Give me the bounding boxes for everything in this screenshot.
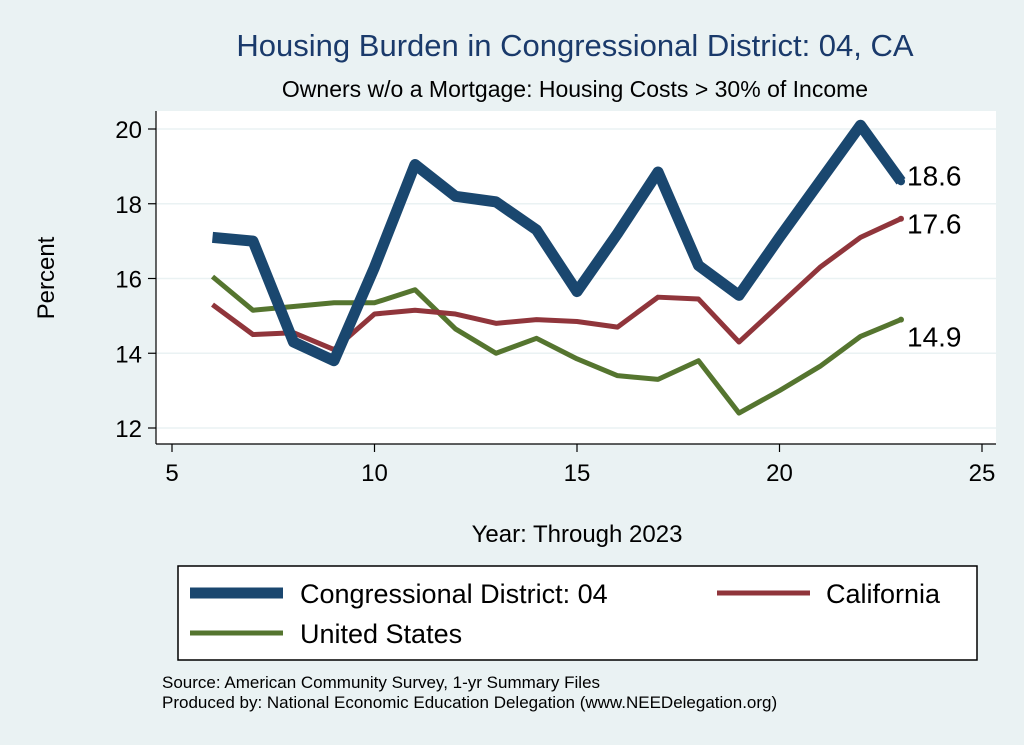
series-lines — [210, 119, 906, 416]
x-axis: 5 10 15 20 25 — [156, 443, 996, 487]
y-tick-label: 18 — [115, 192, 142, 219]
end-label-cd04: 18.6 — [907, 160, 962, 191]
plot-area — [156, 111, 996, 444]
x-tick-label: 20 — [766, 460, 793, 487]
series-line-california — [211, 216, 903, 353]
source-note: Source: American Community Survey, 1-yr … — [162, 673, 600, 692]
y-tick-label: 20 — [115, 117, 142, 144]
x-tick-label: 15 — [564, 460, 591, 487]
x-axis-title: Year: Through 2023 — [472, 521, 683, 548]
x-tick-label: 5 — [165, 460, 178, 487]
end-label-united-states: 14.9 — [907, 322, 962, 353]
series-line-cd04 — [211, 119, 906, 367]
legend: Congressional District: 04 California Un… — [177, 565, 978, 661]
chart-title: Housing Burden in Congressional District… — [236, 28, 913, 63]
y-tick-label: 12 — [115, 416, 142, 443]
y-axis: 12 14 16 18 20 — [115, 111, 157, 444]
legend-box — [177, 565, 978, 661]
legend-label-united-states: United States — [300, 619, 462, 649]
producer-note: Produced by: National Economic Education… — [162, 693, 777, 712]
legend-label-cd04: Congressional District: 04 — [300, 579, 608, 609]
series-end-marker-cd04 — [897, 177, 905, 186]
y-tick-label: 14 — [115, 341, 142, 368]
end-label-california: 17.6 — [907, 209, 962, 240]
series-line-united-states — [210, 274, 902, 416]
end-labels: 18.6 17.6 14.9 — [907, 160, 962, 352]
series-end-marker-united-states — [898, 316, 904, 323]
x-tick-label: 25 — [969, 460, 996, 487]
x-tick-label: 10 — [361, 460, 388, 487]
legend-label-california: California — [826, 579, 941, 609]
series-end-marker-california — [898, 215, 904, 222]
y-axis-title: Percent — [33, 236, 60, 319]
y-tick-label: 16 — [115, 267, 142, 294]
chart-subtitle: Owners w/o a Mortgage: Housing Costs > 3… — [282, 76, 868, 102]
grid-lines — [156, 128, 996, 429]
